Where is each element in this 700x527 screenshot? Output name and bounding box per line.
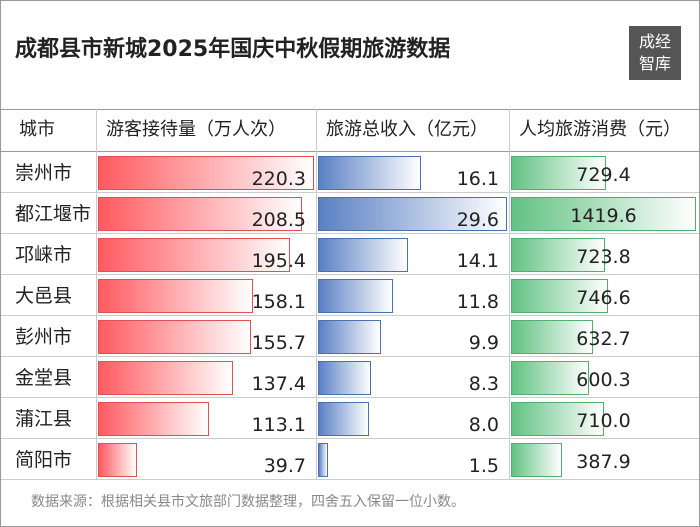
value: 137.4 (251, 373, 306, 395)
data-bar (98, 197, 303, 231)
data-bar (318, 156, 421, 190)
value: 1.5 (468, 455, 499, 477)
city: 崇州市 (15, 162, 73, 184)
column-divider (96, 109, 97, 479)
city: 金堂县 (15, 367, 73, 389)
data-bar (98, 279, 253, 313)
city: 都江堰市 (15, 203, 92, 225)
value: 195.4 (251, 250, 306, 272)
value: 29.6 (456, 209, 499, 231)
value: 16.1 (456, 168, 499, 190)
value: 600.3 (576, 369, 631, 391)
value: 729.4 (576, 164, 631, 186)
row-divider (1, 274, 699, 275)
column-divider (509, 109, 510, 479)
data-bar (98, 156, 314, 190)
value: 208.5 (251, 209, 306, 231)
data-bar (318, 361, 371, 395)
title: 成都县市新城2025年国庆中秋假期旅游数据 (15, 37, 451, 62)
data-bar (511, 156, 607, 190)
data-bar (318, 402, 370, 436)
value: 155.7 (251, 332, 306, 354)
data-bar (98, 320, 251, 354)
value: 14.1 (456, 250, 499, 272)
rule (1, 109, 699, 110)
city: 大邑县 (15, 285, 73, 307)
value: 746.6 (576, 287, 631, 309)
logo: 成经 智库 (629, 26, 681, 80)
value: 8.3 (468, 373, 499, 395)
value: 39.7 (263, 455, 306, 477)
data-bar (511, 197, 696, 231)
value: 8.0 (468, 414, 499, 436)
city: 邛崃市 (15, 244, 73, 266)
value: 158.1 (251, 291, 306, 313)
column-divider (316, 109, 317, 479)
data-bar (318, 279, 394, 313)
city: 蒲江县 (15, 408, 73, 430)
data-bar (98, 402, 209, 436)
value: 220.3 (251, 168, 306, 190)
row-divider (1, 397, 699, 398)
city: 彭州市 (15, 326, 73, 348)
data-bar (511, 238, 606, 272)
row-divider (1, 192, 699, 193)
column-header: 旅游总收入（亿元） (326, 119, 488, 140)
column-header: 人均旅游消费（元） (519, 119, 681, 140)
row-divider (1, 438, 699, 439)
data-bar (318, 197, 507, 231)
data-bar (318, 238, 409, 272)
column-header: 城市 (19, 119, 55, 140)
row-divider (1, 479, 699, 480)
value: 723.8 (576, 246, 631, 268)
rule (1, 151, 699, 152)
data-bar (98, 361, 233, 395)
data-bar (511, 320, 594, 354)
data-bar (511, 402, 604, 436)
value: 1419.6 (570, 205, 637, 227)
value: 387.9 (576, 451, 631, 473)
data-bar (98, 443, 137, 477)
data-bar (511, 279, 609, 313)
value: 710.0 (576, 410, 631, 432)
column-header: 游客接待量（万人次） (106, 119, 286, 140)
value: 11.8 (456, 291, 499, 313)
data-bar (318, 320, 382, 354)
data-bar (98, 238, 290, 272)
value: 113.1 (251, 414, 306, 436)
value: 9.9 (468, 332, 499, 354)
footnote: 数据来源：根据相关县市文旅部门数据整理，四舍五入保留一位小数。 (31, 494, 465, 510)
logo-line: 成经 (638, 32, 671, 51)
city: 简阳市 (15, 449, 73, 471)
data-bar (511, 361, 590, 395)
data-bar (318, 443, 328, 477)
value: 632.7 (576, 328, 631, 350)
data-bar (511, 443, 562, 477)
logo-line: 智库 (638, 54, 671, 73)
row-divider (1, 356, 699, 357)
row-divider (1, 233, 699, 234)
row-divider (1, 315, 699, 316)
